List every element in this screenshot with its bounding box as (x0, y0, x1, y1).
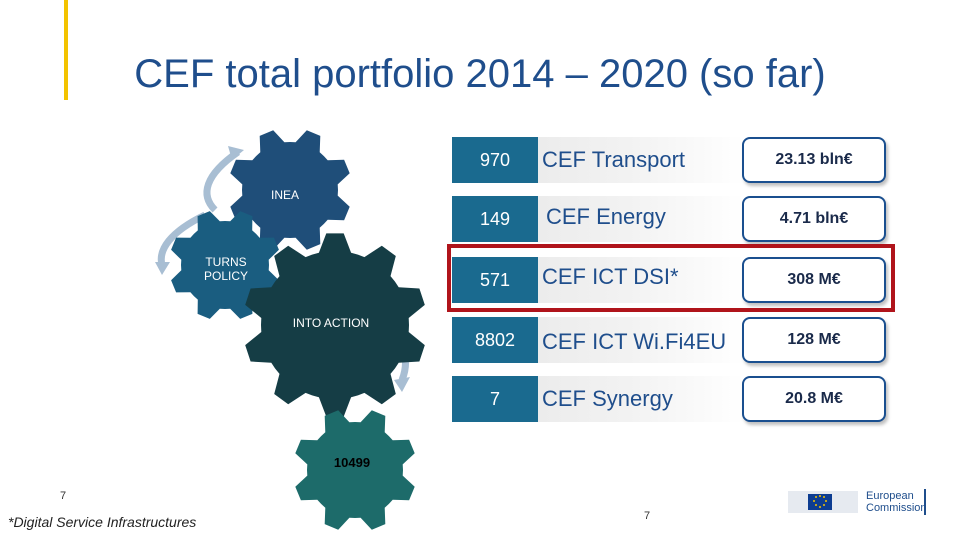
amount-synergy: 20.8 M€ (742, 376, 886, 422)
ec-logo-line1: European (866, 490, 914, 502)
accent-bar (64, 0, 68, 100)
count-transport: 970 (452, 137, 538, 183)
count-ict-dsi: 571 (452, 257, 538, 303)
count-wifi4eu: 8802 (452, 317, 538, 363)
count-synergy: 7 (452, 376, 538, 422)
gear-total-shape (295, 410, 415, 530)
gear-inea-shape (230, 130, 350, 250)
label-ict-dsi: CEF ICT DSI* (542, 264, 679, 289)
page-title: CEF total portfolio 2014 – 2020 (so far) (134, 52, 826, 96)
gear-into-action-label: INTO ACTION (292, 316, 370, 330)
highlight-ict-dsi (447, 244, 895, 312)
arrow-2-head (155, 262, 170, 275)
ec-logo: European Commission (788, 487, 928, 517)
amount-transport: 23.13 bln€ (742, 137, 886, 183)
amount-ict-dsi: 308 M€ (742, 257, 886, 303)
arrow-1 (203, 149, 241, 213)
gear-action-shape (245, 233, 425, 417)
gear-total-label: 10499 (333, 455, 371, 470)
label-energy: CEF Energy (546, 204, 666, 229)
gear-inea-label: INEA (270, 188, 299, 202)
arrow-3-head (394, 377, 410, 392)
label-wifi4eu: CEF ICT Wi.Fi4EU (542, 329, 727, 354)
gears-diagram (155, 130, 425, 530)
ec-logo-line2: Commission (866, 502, 927, 514)
ec-logo-divider (924, 489, 926, 515)
gear-inea (230, 130, 350, 250)
arrow-2 (157, 211, 207, 266)
label-transport: CEF Transport (542, 147, 686, 172)
arrow-1-head (228, 146, 244, 160)
gear-into-action (245, 233, 425, 417)
gear-turns-policy-label: TURNS POLICY (203, 255, 248, 283)
label-synergy: CEF Synergy (542, 386, 673, 411)
count-energy: 149 (452, 196, 538, 242)
footnote: *Digital Service Infrastructures (8, 514, 197, 530)
amount-energy: 4.71 bln€ (742, 196, 886, 242)
amount-wifi4eu: 128 M€ (742, 317, 886, 363)
center-page-number: 7 (644, 510, 651, 522)
gear-total (295, 410, 415, 530)
left-page-number: 7 (60, 490, 67, 502)
ec-emblem-icon (788, 491, 858, 513)
